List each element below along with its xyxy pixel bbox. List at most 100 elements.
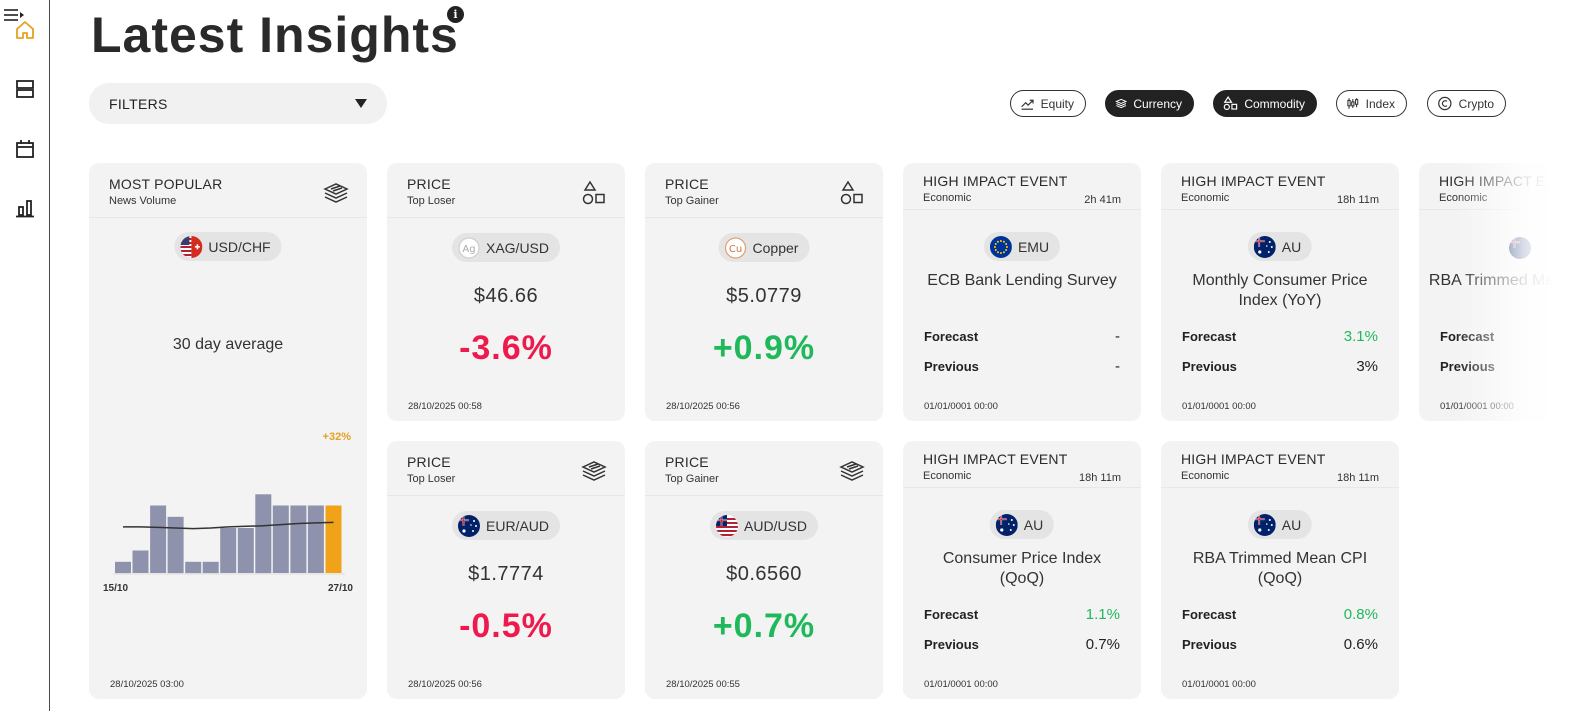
card-divider [645, 217, 883, 218]
country-label: AU [1281, 238, 1302, 255]
forecast-row: Forecast [1440, 326, 1580, 346]
event-card-partial[interactable]: HIGH IMPACT E Economic RBA Trimmed Mean … [1419, 163, 1580, 421]
calendar-icon [16, 140, 34, 158]
stack-icon [581, 458, 607, 484]
x-tick-label: 27/10 [328, 583, 353, 594]
card-divider [645, 495, 883, 496]
chart-bar [185, 561, 202, 574]
card-subtitle: Top Gainer [665, 195, 719, 207]
chip-label: Commodity [1244, 96, 1305, 111]
sidebar-item-layout[interactable] [14, 78, 36, 100]
card-subtitle: Economic [923, 470, 972, 482]
chart-bar [132, 550, 149, 573]
card-date: 01/01/0001 00:00 [924, 679, 998, 690]
card-divider [387, 495, 625, 496]
stack-icon [839, 458, 865, 484]
chip-index[interactable]: Index [1336, 90, 1407, 117]
card-title: HIGH IMPACT E [1439, 173, 1546, 189]
chart-bar [220, 528, 237, 573]
country-label: AU [1281, 516, 1302, 533]
sidebar-item-calendar[interactable] [14, 138, 36, 160]
chip-currency[interactable]: Currency [1105, 90, 1194, 117]
instrument-label: Copper [752, 239, 799, 256]
chart-bar [115, 561, 131, 574]
previous-label: Previous [1182, 636, 1237, 652]
change-percent: +32% [322, 431, 351, 443]
event-card[interactable]: HIGH IMPACT EVENT Economic 2h 41m EMU EC… [903, 163, 1141, 421]
forecast-label: Forecast [924, 328, 979, 344]
trend-icon [1021, 99, 1034, 110]
price-card[interactable]: PRICE Top Loser Ag XAG/USD $46.66 -3.6% … [387, 163, 625, 421]
card-divider [1161, 487, 1399, 488]
card-date: 28/10/2025 00:55 [666, 679, 740, 690]
chip-equity[interactable]: Equity [1010, 90, 1086, 117]
chip-label: Crypto [1458, 96, 1494, 111]
event-countdown: 18h 11m [1337, 194, 1379, 206]
page-title: Latest Insights [91, 7, 459, 63]
menu-toggle-icon[interactable] [3, 6, 25, 24]
card-date: 01/01/0001 00:00 [1440, 401, 1514, 412]
most-popular-card[interactable]: MOST POPULAR News Volume USD/CHF 30 day … [89, 163, 367, 699]
instrument-label: AUD/USD [743, 517, 808, 534]
event-card[interactable]: HIGH IMPACT EVENT Economic 18h 11m AU RB… [1161, 441, 1399, 699]
home-icon [16, 21, 34, 39]
chip-crypto[interactable]: Crypto [1427, 90, 1506, 117]
card-divider [387, 217, 625, 218]
forecast-row: Forecast - [924, 326, 1120, 346]
filters-dropdown[interactable]: FILTERS [89, 83, 387, 124]
price-value: $0.6560 [726, 563, 802, 585]
card-title: PRICE [407, 176, 451, 192]
news-volume-chart: 15/10 27/10 [103, 494, 353, 594]
price-value: $46.66 [473, 285, 539, 307]
forecast-value: - [1115, 327, 1120, 345]
info-icon[interactable]: i [447, 6, 464, 23]
price-change: -0.5% [459, 607, 553, 645]
flag-eu-icon [989, 235, 1012, 258]
card-title: HIGH IMPACT EVENT [1181, 451, 1326, 467]
event-card[interactable]: HIGH IMPACT EVENT Economic 18h 11m AU Mo… [1161, 163, 1399, 421]
silver-icon: Ag [458, 236, 480, 259]
caret-down-icon [355, 99, 367, 108]
price-card[interactable]: PRICE Top Gainer AUD/USD $0.6560 +0.7% 2… [645, 441, 883, 699]
previous-row: Previous 3% [1182, 356, 1378, 376]
card-title: PRICE [407, 454, 451, 470]
sidebar-item-analytics[interactable] [14, 197, 36, 219]
instrument-pill: Ag XAG/USD [451, 233, 561, 262]
previous-row: Previous [1440, 356, 1580, 376]
previous-label: Previous [924, 636, 979, 652]
price-card[interactable]: PRICE Top Gainer Cu Copper $5.0779 +0.9%… [645, 163, 883, 421]
forecast-label: Forecast [1182, 328, 1237, 344]
previous-row: Previous 0.6% [1182, 634, 1378, 654]
svg-text:Cu: Cu [729, 244, 742, 255]
flag-au-icon [995, 513, 1018, 536]
card-divider [1419, 209, 1580, 210]
event-card[interactable]: HIGH IMPACT EVENT Economic 18h 11m AU Co… [903, 441, 1141, 699]
chip-commodity[interactable]: Commodity [1213, 90, 1317, 117]
chip-label: Equity [1040, 96, 1074, 111]
chip-label: Index [1365, 96, 1395, 111]
price-change: +0.7% [712, 607, 816, 645]
card-date: 28/10/2025 00:56 [408, 679, 482, 690]
shapes-icon [839, 180, 865, 206]
country-pill: AU [1247, 232, 1313, 261]
card-date: 01/01/0001 00:00 [924, 401, 998, 412]
price-value: $5.0779 [726, 285, 802, 307]
instrument-label: USD/CHF [208, 238, 271, 255]
country-pill: AU [989, 510, 1055, 539]
previous-label: Previous [1182, 358, 1237, 374]
card-subtitle: Economic [1181, 192, 1230, 204]
sidebar-item-home[interactable] [14, 19, 36, 41]
average-label: 30 day average [172, 336, 284, 353]
forecast-label: Forecast [924, 606, 979, 622]
card-date: 28/10/2025 03:00 [110, 679, 184, 690]
forecast-value: 3.1% [1343, 327, 1378, 345]
country-pill: EMU [983, 232, 1061, 261]
forecast-value: 1.1% [1085, 605, 1120, 623]
flag-au-us-icon [715, 514, 738, 537]
candlestick-icon [1347, 98, 1359, 109]
average-line [123, 521, 334, 530]
forecast-row: Forecast 0.8% [1182, 604, 1378, 624]
layout-rows-icon [16, 80, 34, 98]
flag-au-icon [457, 514, 480, 537]
price-card[interactable]: PRICE Top Loser EUR/AUD $1.7774 -0.5% 28… [387, 441, 625, 699]
